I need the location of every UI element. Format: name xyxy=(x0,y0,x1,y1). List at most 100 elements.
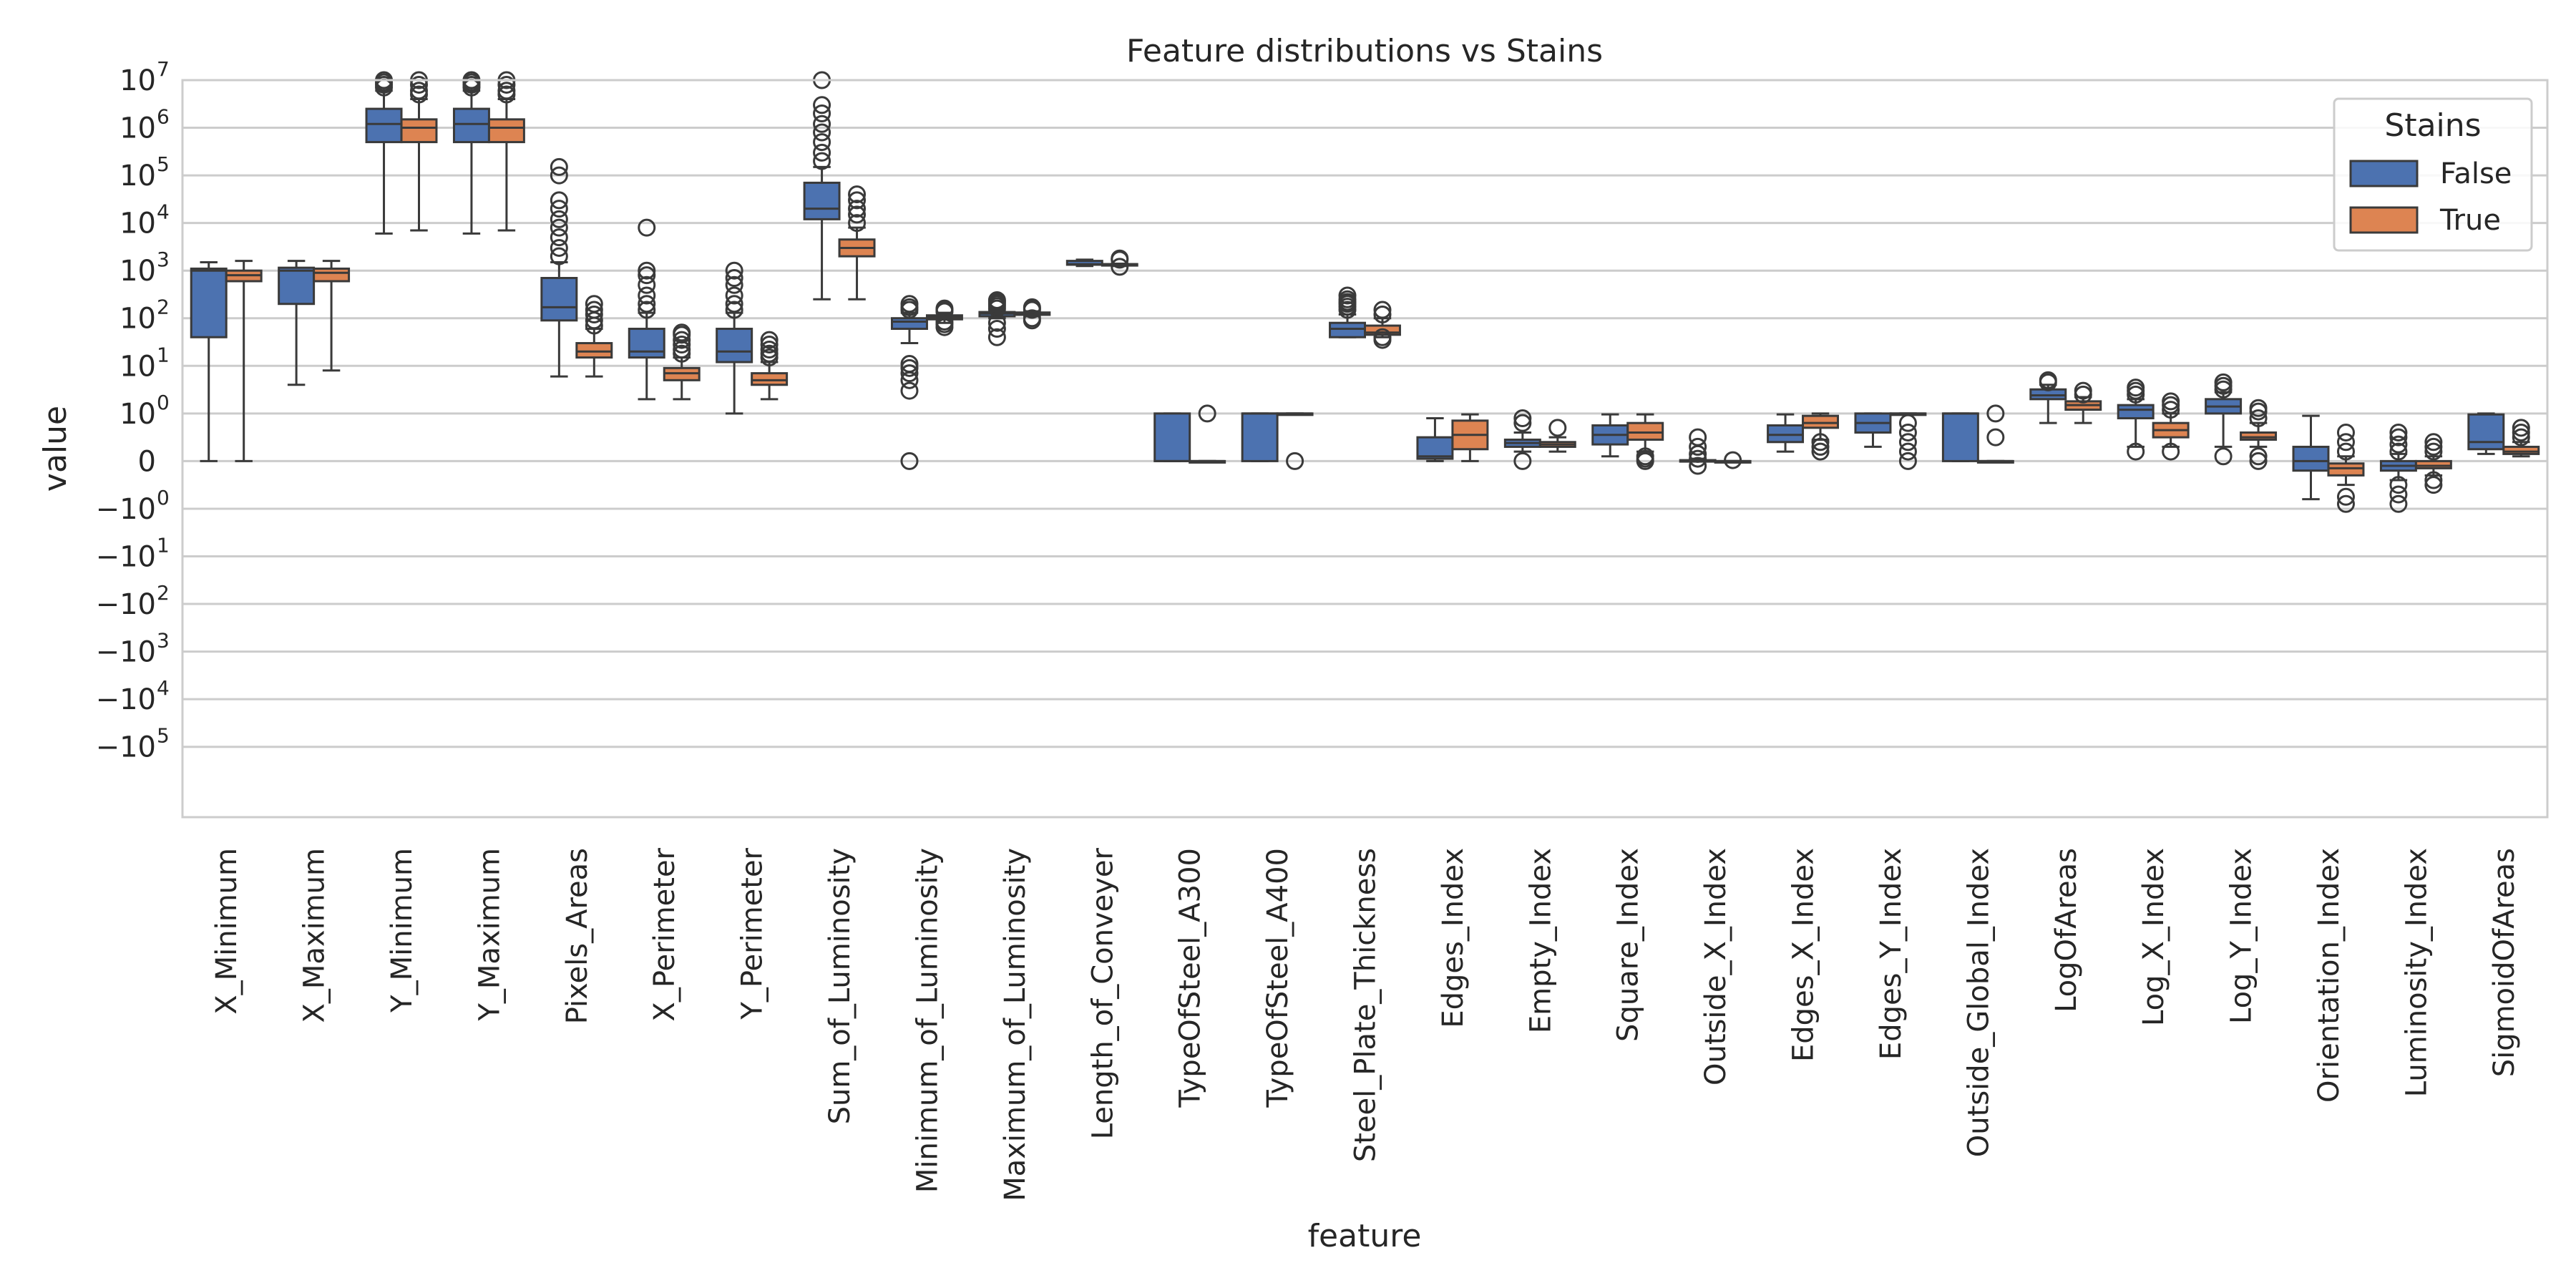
outlier-point xyxy=(1513,414,1532,432)
outlier-point xyxy=(550,210,568,228)
iqr-box xyxy=(400,118,438,144)
iqr-box xyxy=(2117,404,2155,420)
outlier-point xyxy=(900,452,919,470)
outlier-point xyxy=(1023,309,1041,328)
outlier-point xyxy=(935,299,954,318)
outlier-point xyxy=(497,75,516,94)
outlier-point xyxy=(935,312,954,331)
outlier-point xyxy=(2127,379,2145,397)
iqr-box xyxy=(452,107,490,144)
outlier-point xyxy=(813,123,831,142)
box-false xyxy=(452,71,490,235)
outlier-point xyxy=(2249,447,2268,466)
outlier-point xyxy=(1689,437,1707,456)
outlier-point xyxy=(673,323,691,342)
iqr-box xyxy=(2240,431,2278,441)
outlier-point xyxy=(585,305,603,323)
legend-label-true: True xyxy=(2439,204,2501,237)
outlier-point xyxy=(2249,452,2268,470)
y-tick-exponent: 3 xyxy=(157,248,170,271)
x-tick-label: Square_Index xyxy=(1612,848,1645,1042)
outlier-point xyxy=(585,295,603,313)
y-tick-exponent: 0 xyxy=(157,391,170,414)
box-false xyxy=(891,295,928,470)
y-axis-label: value xyxy=(37,406,74,492)
box-true xyxy=(313,260,351,372)
outlier-point xyxy=(1373,328,1392,346)
x-tick-label: Edges_X_Index xyxy=(1787,848,1820,1062)
iqr-box xyxy=(190,267,228,338)
outlier-point xyxy=(1513,409,1532,428)
outlier-point xyxy=(760,331,779,349)
iqr-box xyxy=(487,118,525,144)
outlier-point xyxy=(638,295,656,313)
outlier-point xyxy=(900,381,919,400)
outlier-point xyxy=(550,191,568,210)
y-tick-label: 10 xyxy=(119,255,156,288)
outlier-point xyxy=(2336,442,2355,461)
box-false xyxy=(1416,417,1454,462)
box-false xyxy=(2029,371,2067,424)
y-tick-exponent: 2 xyxy=(157,581,170,605)
outlier-point xyxy=(2162,442,2180,461)
outlier-point xyxy=(725,295,743,313)
box-true xyxy=(751,331,789,401)
outlier-point xyxy=(2424,433,2443,452)
x-axis-label: feature xyxy=(1308,1218,1422,1254)
x-tick-label: Orientation_Index xyxy=(2313,848,2346,1103)
outlier-point xyxy=(2127,442,2145,461)
box-true xyxy=(1101,249,1138,276)
outlier-point xyxy=(1689,457,1707,475)
box-true xyxy=(1364,301,1401,349)
outlier-point xyxy=(2039,371,2057,389)
iqr-box xyxy=(2327,462,2365,477)
outlier-point xyxy=(2389,494,2408,513)
outlier-point xyxy=(2424,476,2443,494)
outlier-point xyxy=(1811,433,1830,452)
outlier-point xyxy=(410,82,428,100)
iqr-box xyxy=(1329,321,1366,338)
outlier-point xyxy=(1111,249,1129,268)
outlier-point xyxy=(2389,423,2408,441)
outlier-point xyxy=(813,143,831,162)
box-true xyxy=(1189,404,1226,464)
y-tick-exponent: 3 xyxy=(157,629,170,653)
outlier-point xyxy=(848,205,867,224)
outlier-point xyxy=(2162,401,2180,419)
box-true xyxy=(1714,451,1752,469)
outlier-point xyxy=(1811,442,1830,461)
box-true xyxy=(1013,298,1051,330)
outlier-point xyxy=(2336,487,2355,506)
box-true xyxy=(2240,399,2278,470)
legend-label-false: False xyxy=(2440,157,2512,190)
outlier-point xyxy=(1513,452,1532,470)
x-tick-label: SigmoidOfAreas xyxy=(2488,848,2521,1077)
x-tick-label: Luminosity_Index xyxy=(2400,848,2433,1097)
outlier-point xyxy=(987,291,1006,309)
outlier-point xyxy=(638,301,656,319)
outlier-point xyxy=(1286,452,1304,470)
outlier-point xyxy=(848,185,867,204)
iqr-box xyxy=(575,342,613,359)
outlier-point xyxy=(987,320,1006,338)
y-tick-exponent: 5 xyxy=(157,724,170,748)
outlier-point xyxy=(1724,451,1742,469)
outlier-point xyxy=(2389,442,2408,461)
outlier-point xyxy=(1111,258,1129,276)
box-false xyxy=(803,71,841,301)
outlier-point xyxy=(848,191,867,210)
outlier-point xyxy=(1023,298,1041,316)
outlier-point xyxy=(813,133,831,152)
x-tick-label: Outside_X_Index xyxy=(1699,848,1732,1085)
x-tick-label: X_Maximum xyxy=(298,848,331,1023)
y-tick-label: −10 xyxy=(96,588,156,621)
outlier-point xyxy=(497,82,516,100)
outlier-point xyxy=(585,301,603,319)
box-true xyxy=(663,323,701,401)
y-tick-label: 10 xyxy=(119,64,156,97)
box-true xyxy=(2414,433,2452,494)
box-true xyxy=(1976,404,2014,464)
gridlines xyxy=(182,79,2547,748)
y-tick-exponent: 5 xyxy=(157,152,170,176)
outlier-point xyxy=(1898,423,1917,441)
